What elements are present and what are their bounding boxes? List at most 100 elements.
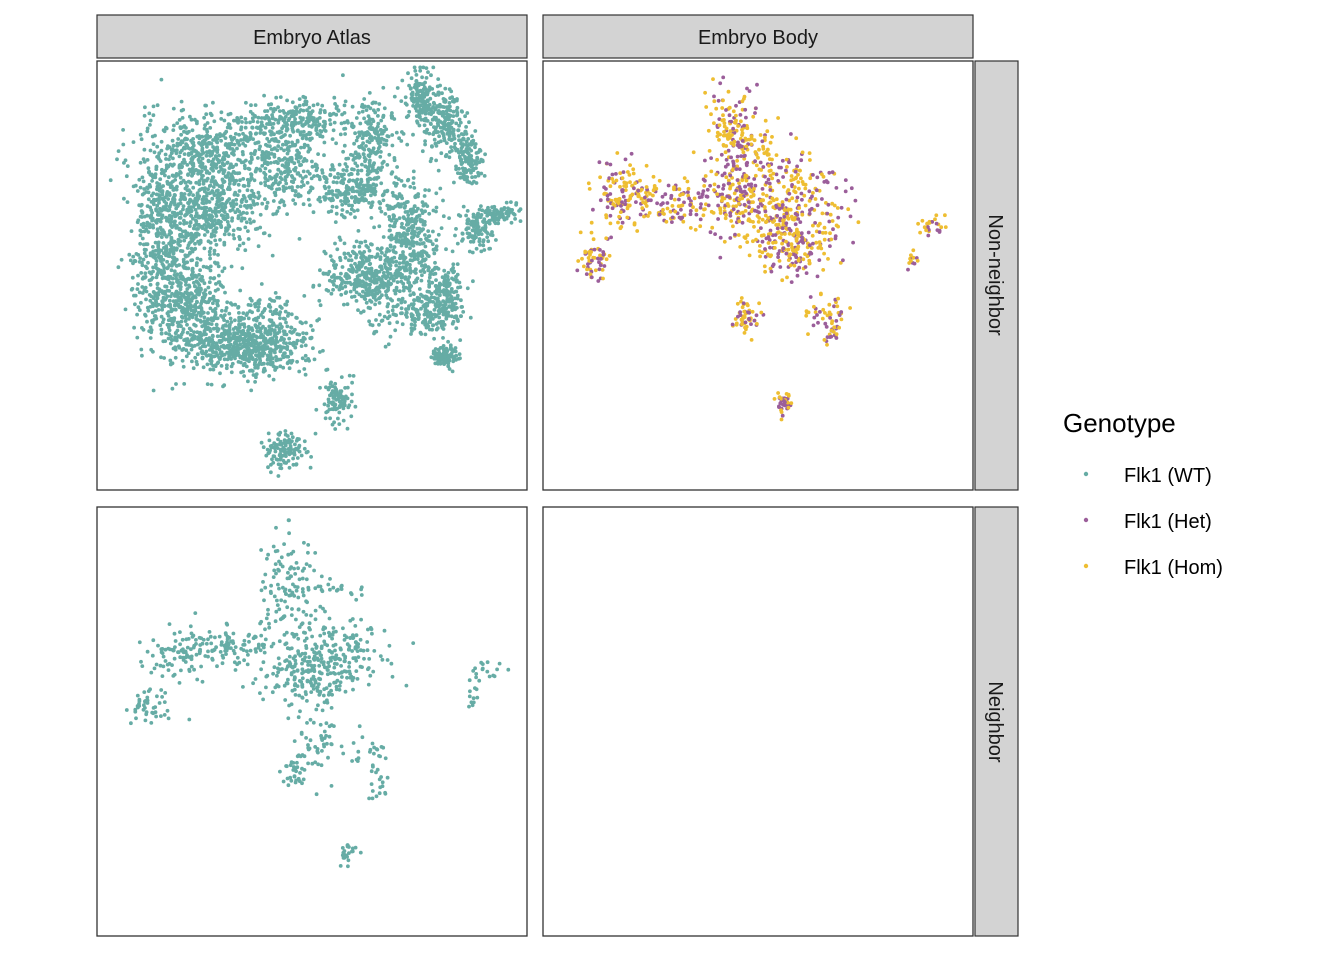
- point-flk-wt-: [227, 355, 232, 360]
- point-flk-wt-: [244, 199, 249, 204]
- point-flk-wt-: [411, 132, 415, 137]
- point-flk-wt-: [238, 288, 243, 293]
- point-flk-wt-: [174, 330, 179, 335]
- point-flk-wt-: [208, 358, 213, 363]
- point-flk-wt-: [171, 156, 175, 161]
- point-flk-wt-: [228, 322, 232, 327]
- point-flk-wt-: [376, 121, 381, 126]
- point-flk-wt-: [130, 275, 135, 280]
- point-flk-wt-: [340, 265, 345, 269]
- point-flk-wt-: [138, 132, 143, 137]
- point-flk-wt-: [217, 153, 222, 158]
- point-flk-wt-: [155, 144, 160, 149]
- point-flk-wt-: [227, 166, 232, 171]
- point-flk-wt-: [447, 304, 452, 308]
- point-flk-wt-: [181, 293, 185, 297]
- point-flk-wt-: [370, 292, 375, 296]
- point-flk-wt-: [428, 320, 433, 325]
- point-flk-wt-: [377, 224, 382, 229]
- point-flk-wt-: [223, 136, 228, 141]
- point-flk-wt-: [378, 128, 383, 132]
- point-flk-wt-: [453, 307, 458, 312]
- point-flk-wt-: [470, 163, 475, 167]
- point-flk-wt-: [183, 314, 188, 318]
- point-flk-wt-: [509, 200, 513, 205]
- point-flk-wt-: [322, 109, 327, 113]
- point-flk-wt-: [206, 158, 211, 163]
- point-flk-wt-: [339, 172, 344, 177]
- point-flk-wt-: [321, 348, 325, 353]
- point-flk-wt-: [467, 249, 472, 254]
- point-flk-wt-: [268, 309, 273, 313]
- point-flk-wt-: [312, 116, 316, 121]
- point-flk-wt-: [206, 317, 210, 321]
- point-flk-wt-: [284, 320, 288, 325]
- point-flk-wt-: [158, 219, 163, 224]
- point-flk-wt-: [172, 123, 176, 128]
- point-flk-wt-: [228, 316, 233, 321]
- point-flk-wt-: [346, 156, 351, 161]
- point-flk-wt-: [377, 322, 381, 327]
- point-flk-wt-: [170, 291, 175, 296]
- point-flk-wt-: [187, 304, 192, 308]
- point-flk-wt-: [352, 141, 356, 146]
- point-flk-wt-: [344, 185, 349, 190]
- point-flk-wt-: [148, 118, 153, 123]
- point-flk-wt-: [385, 288, 390, 293]
- point-flk-wt-: [196, 232, 201, 237]
- point-flk-wt-: [284, 139, 288, 144]
- point-flk-wt-: [182, 196, 187, 200]
- point-flk-wt-: [416, 254, 421, 258]
- point-flk-wt-: [157, 201, 161, 205]
- point-flk-wt-: [438, 83, 442, 88]
- point-flk-wt-: [189, 308, 194, 313]
- point-flk-wt-: [395, 280, 400, 284]
- point-flk-wt-: [127, 252, 132, 257]
- point-flk-wt-: [464, 159, 468, 164]
- point-flk-wt-: [334, 211, 339, 216]
- point-flk-wt-: [191, 137, 196, 141]
- point-flk-wt-: [250, 125, 255, 130]
- point-flk-wt-: [334, 205, 339, 210]
- point-flk-wt-: [277, 205, 281, 210]
- point-flk-wt-: [425, 204, 430, 209]
- point-flk-wt-: [452, 180, 456, 185]
- point-flk-wt-: [479, 204, 483, 209]
- point-flk-wt-: [304, 174, 308, 179]
- point-flk-wt-: [280, 177, 284, 182]
- point-flk-wt-: [170, 184, 174, 189]
- point-flk-wt-: [140, 353, 144, 358]
- point-flk-wt-: [460, 239, 464, 243]
- point-flk-wt-: [386, 134, 391, 139]
- point-flk-wt-: [174, 174, 178, 179]
- point-flk-wt-: [335, 275, 340, 280]
- point-flk-wt-: [284, 174, 289, 179]
- point-flk-wt-: [119, 257, 124, 262]
- point-flk-wt-: [195, 352, 200, 357]
- point-flk-wt-: [333, 241, 337, 246]
- point-flk-wt-: [216, 299, 220, 303]
- point-flk-wt-: [256, 305, 261, 309]
- point-flk-wt-: [197, 205, 201, 210]
- point-flk-wt-: [388, 263, 393, 268]
- point-flk-wt-: [195, 289, 200, 294]
- point-flk-wt-: [469, 170, 473, 175]
- point-flk-wt-: [264, 206, 269, 211]
- point-flk-wt-: [232, 181, 237, 186]
- point-flk-wt-: [272, 160, 277, 165]
- point-flk-wt-: [215, 344, 220, 348]
- point-flk-wt-: [256, 244, 261, 249]
- point-flk-wt-: [389, 237, 393, 242]
- point-flk-wt-: [442, 283, 447, 288]
- point-flk-wt-: [416, 315, 421, 320]
- point-flk-wt-: [343, 99, 348, 104]
- point-flk-wt-: [181, 204, 186, 209]
- point-flk-wt-: [344, 168, 349, 173]
- point-flk-wt-: [472, 179, 476, 184]
- point-flk-wt-: [458, 214, 463, 218]
- point-flk-wt-: [282, 189, 286, 193]
- point-flk-wt-: [401, 260, 405, 265]
- point-flk-wt-: [301, 169, 306, 174]
- point-flk-wt-: [363, 159, 367, 164]
- point-flk-wt-: [472, 159, 477, 164]
